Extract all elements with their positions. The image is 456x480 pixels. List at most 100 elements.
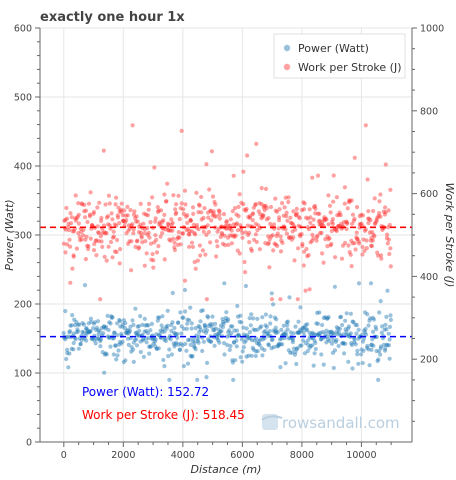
work-per-stroke-point (355, 236, 360, 242)
power-point (123, 326, 128, 331)
work-per-stroke-point (136, 230, 142, 235)
power-point (124, 329, 129, 334)
power-point (200, 348, 205, 354)
work-per-stroke-point (102, 254, 107, 259)
power-point (95, 335, 100, 340)
work-per-stroke-point (288, 235, 293, 240)
work-per-stroke-point (237, 192, 242, 197)
work-per-stroke-point (300, 241, 305, 247)
power-point (79, 338, 84, 343)
work-per-stroke-point (126, 241, 131, 246)
work-per-stroke-point (387, 222, 392, 228)
work-per-stroke-point (341, 220, 346, 225)
power-point (117, 339, 122, 345)
work-per-stroke-point (311, 204, 317, 210)
power-point (359, 347, 364, 352)
power-point (141, 337, 146, 342)
power-point (361, 336, 366, 341)
power-point (376, 377, 381, 382)
work-per-stroke-point (133, 244, 138, 249)
work-per-stroke-point (353, 247, 358, 252)
work-per-stroke-point (371, 232, 376, 237)
power-point (150, 336, 155, 341)
power-point (321, 362, 326, 367)
work-per-stroke-point (217, 209, 222, 214)
power-point (304, 328, 309, 333)
power-point (206, 315, 211, 320)
power-point (242, 340, 247, 345)
power-point (192, 340, 197, 345)
work-per-stroke-point (358, 222, 363, 227)
work-per-stroke-point (172, 240, 177, 245)
power-point (352, 340, 357, 345)
power-point (212, 327, 217, 333)
work-per-stroke-point (206, 210, 211, 215)
work-per-stroke-point (144, 251, 149, 256)
work-per-stroke-point (318, 231, 323, 236)
work-per-stroke-point (279, 238, 284, 243)
power-point (98, 337, 104, 342)
power-point (302, 351, 307, 356)
work-per-stroke-point (268, 204, 274, 210)
work-per-stroke-point (296, 214, 301, 219)
work-per-stroke-point (184, 228, 189, 233)
work-per-stroke-point (152, 240, 157, 245)
work-per-stroke-point (264, 217, 269, 222)
power-point (295, 346, 300, 351)
power-point (191, 336, 196, 341)
work-per-stroke-point (332, 227, 337, 232)
work-per-stroke-point (365, 177, 370, 182)
work-per-stroke-point (214, 254, 219, 259)
work-per-stroke-point (386, 208, 391, 213)
power-point (305, 322, 310, 327)
work-per-stroke-point (82, 209, 87, 214)
power-point (250, 345, 255, 350)
power-point (120, 339, 125, 344)
power-point (220, 325, 225, 330)
power-point (133, 330, 138, 336)
power-point (343, 318, 348, 323)
work-per-stroke-point (142, 211, 147, 216)
power-point (190, 354, 195, 359)
work-per-stroke-point (177, 235, 182, 240)
work-per-stroke-point (293, 227, 298, 232)
power-point (132, 337, 137, 342)
power-point (348, 311, 353, 316)
power-point (208, 322, 213, 327)
power-point (131, 340, 136, 345)
work-per-stroke-point (349, 198, 354, 203)
power-point (184, 348, 189, 353)
power-point (334, 325, 339, 330)
power-point (364, 345, 370, 350)
power-point (209, 339, 214, 344)
work-per-stroke-point (288, 220, 293, 225)
work-per-stroke-point (115, 237, 120, 243)
power-point (108, 321, 113, 326)
work-per-stroke-point (122, 208, 127, 213)
work-per-stroke-point (171, 193, 176, 198)
power-point (268, 314, 273, 319)
power-point (162, 329, 167, 334)
work-per-stroke-point (117, 221, 122, 226)
work-per-stroke-point (326, 222, 331, 227)
y-axis-right-label: Work per Stroke (J) (443, 183, 456, 288)
work-per-stroke-point (96, 230, 102, 235)
work-per-stroke-point (90, 223, 95, 228)
power-point (288, 350, 293, 355)
work-per-stroke-point (121, 218, 126, 223)
work-per-stroke-point (263, 203, 268, 208)
power-point (349, 342, 355, 348)
power-point (295, 330, 301, 335)
work-per-stroke-point (174, 210, 179, 215)
work-per-stroke-point (329, 228, 334, 234)
work-per-stroke-point (166, 227, 171, 233)
work-per-stroke-point (301, 263, 306, 268)
power-point (123, 320, 128, 326)
power-point (291, 331, 296, 336)
work-per-stroke-point (133, 216, 138, 221)
work-per-stroke-point (240, 230, 245, 235)
power-point (201, 339, 206, 344)
power-point (365, 343, 370, 348)
x-tick-label: 6000 (230, 450, 254, 461)
